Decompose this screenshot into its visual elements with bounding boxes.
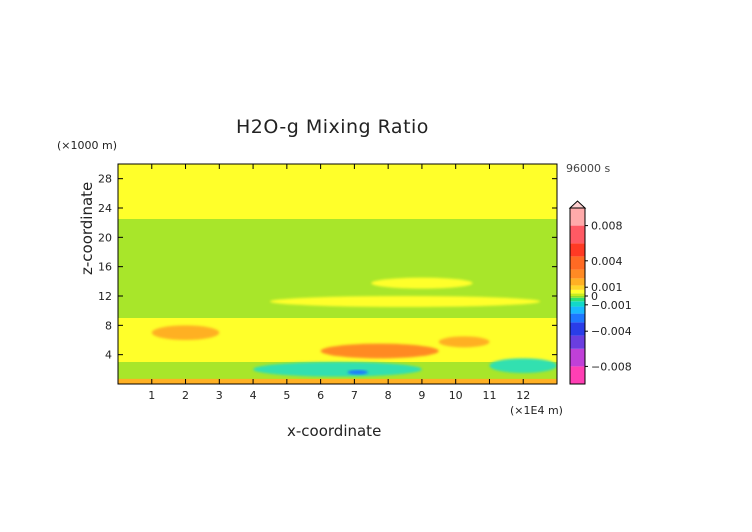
colorbar-tick-label: −0.001 — [591, 299, 632, 312]
colorbar-level — [570, 225, 585, 244]
colorbar-tick-label: 0 — [591, 290, 598, 303]
x-tick-label: 6 — [317, 389, 324, 402]
colorbar-tick-label: −0.004 — [591, 325, 632, 338]
colorbar-level — [570, 256, 585, 270]
x-tick-label: 8 — [385, 389, 392, 402]
y-tick-label: 12 — [98, 290, 112, 303]
colorbar-tick-label: 0.008 — [591, 220, 623, 233]
colorbar-level — [570, 306, 585, 314]
colorbar-tick-label: 0.001 — [591, 281, 623, 294]
colorbar-level — [570, 285, 585, 290]
x-tick-label: 5 — [283, 389, 290, 402]
colorbar-level — [570, 269, 585, 279]
colorbar-level — [570, 322, 585, 336]
field-region-yellow-streak-1 — [371, 277, 473, 289]
chart-title: H2O-g Mixing Ratio — [236, 116, 429, 138]
x-tick-label: 12 — [516, 389, 530, 402]
colorbar-level — [570, 208, 585, 226]
x-axis-unit-label: (×1E4 m) — [510, 404, 563, 417]
y-tick-label: 28 — [98, 173, 112, 186]
x-axis-label: x-coordinate — [287, 422, 382, 440]
x-tick-label: 9 — [418, 389, 425, 402]
colorbar-tick-label: 0.004 — [591, 255, 623, 268]
field-region-yellow-streak-2 — [269, 296, 541, 307]
field-region-warm-blob-3 — [438, 336, 490, 348]
colorbar-level — [570, 293, 585, 296]
y-tick-label: 16 — [98, 261, 112, 274]
x-tick-label: 4 — [250, 389, 257, 402]
colorbar-level — [570, 301, 585, 307]
field-region-warm-blob-1 — [151, 325, 220, 340]
x-tick-label: 11 — [482, 389, 496, 402]
y-tick-label: 4 — [105, 349, 112, 362]
heatmap-field — [118, 164, 557, 384]
colorbar-level — [570, 348, 585, 367]
field-region-ground-band — [118, 378, 557, 384]
field-region-cyan-patch-1 — [253, 362, 422, 377]
field-region-cyan-patch-2 — [489, 358, 557, 373]
field-region-upper-band — [118, 164, 557, 219]
colorbar-level — [570, 296, 585, 298]
colorbar-level — [570, 366, 585, 384]
y-tick-label: 24 — [98, 202, 112, 215]
colorbar-tick-label: −0.008 — [591, 360, 632, 373]
y-tick-label: 20 — [98, 231, 112, 244]
colorbar-level — [570, 289, 585, 294]
y-tick-label: 8 — [105, 319, 112, 332]
colorbar-level — [570, 278, 585, 286]
x-tick-label: 2 — [182, 389, 189, 402]
colorbar-level — [570, 313, 585, 323]
colorbar-extension-arrow — [568, 200, 587, 209]
field-region-warm-blob-2 — [320, 343, 439, 359]
y-axis-unit-label: (×1000 m) — [57, 139, 118, 152]
x-tick-label: 7 — [351, 389, 358, 402]
colorbar-level — [570, 335, 585, 349]
x-tick-label: 10 — [449, 389, 463, 402]
plot-frame — [117, 163, 558, 385]
x-tick-label: 3 — [216, 389, 223, 402]
field-region-blue-spot — [347, 370, 368, 375]
colorbar-level — [570, 243, 585, 257]
colorbar-level — [570, 297, 585, 302]
x-tick-label: 1 — [148, 389, 155, 402]
time-stamp-label: 96000 s — [566, 162, 611, 175]
